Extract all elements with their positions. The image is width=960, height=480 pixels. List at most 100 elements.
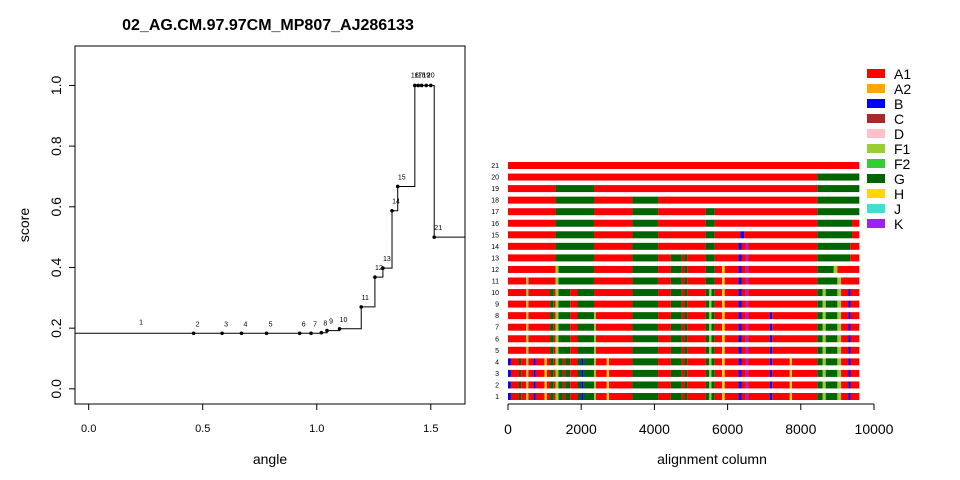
legend-swatch-f1 (867, 144, 885, 153)
legend-swatch-a2 (867, 84, 885, 93)
alignment-segment (658, 219, 706, 227)
alignment-segment (848, 300, 851, 308)
row-label: 13 (491, 255, 499, 262)
alignment-segment (594, 346, 596, 354)
alignment-segment (555, 185, 595, 193)
alignment-segment (670, 358, 682, 366)
alignment-segment (792, 369, 818, 377)
alignment-segment (738, 393, 742, 400)
alignment-segment (724, 393, 739, 400)
score-point (264, 331, 269, 336)
alignment-segment (550, 312, 554, 320)
alignment-segment (714, 358, 723, 366)
alignment-segment (687, 381, 706, 389)
alignment-segment (528, 358, 534, 366)
alignment-segment (748, 369, 770, 377)
alignment-segment (681, 369, 685, 377)
alignment-segment (817, 265, 834, 273)
alignment-segment (550, 369, 554, 377)
alignment-segment (722, 369, 725, 377)
alignment-segment (570, 346, 578, 354)
alignment-segment (684, 289, 688, 297)
score-angle-panel: 02_AG.CM.97.97CM_MP807_AJ286133 0.0 0.5 1.… (16, 17, 466, 467)
alignment-segment (745, 242, 749, 250)
alignment-segment (681, 381, 685, 389)
point-label: 4 (244, 321, 248, 328)
alignment-segment (848, 346, 851, 354)
alignment-segment (606, 369, 610, 377)
legend-swatch-b (867, 99, 885, 108)
alignment-segment (508, 312, 527, 320)
alignment-segment (684, 381, 688, 389)
alignment-segment (609, 369, 633, 377)
alignment-segment (817, 335, 823, 343)
point-label: 2 (196, 321, 200, 328)
alignment-segment (745, 346, 749, 354)
alignment-segment (528, 300, 551, 308)
alignment-segment (521, 358, 527, 366)
alignment-segment (711, 358, 715, 366)
alignment-segment (817, 208, 860, 216)
alignment-segment (772, 346, 818, 354)
alignment-segment (738, 277, 742, 285)
alignment-segment (684, 369, 688, 377)
alignment-segment (508, 242, 556, 250)
score-point (419, 83, 424, 88)
alignment-segment (632, 358, 659, 366)
alignment-segment (817, 277, 838, 285)
alignment-segment (562, 358, 566, 366)
alignment-segment (748, 393, 770, 400)
alignment-segment (822, 381, 826, 389)
score-step-series (75, 83, 465, 336)
alignment-segment (852, 231, 860, 239)
alignment-segment (594, 335, 596, 343)
alignment-segment (714, 312, 723, 320)
point-label: 21 (434, 225, 442, 232)
point-label: 7 (313, 321, 317, 328)
plot-frame (74, 45, 466, 405)
alignment-segment (681, 346, 685, 354)
alignment-segment (687, 323, 706, 331)
alignment-segment (555, 381, 559, 389)
point-label: 15 (398, 174, 406, 181)
alignment-segment (546, 381, 551, 389)
row-label: 11 (492, 279, 499, 286)
alignment-segment (658, 381, 671, 389)
alignment-segment (684, 346, 688, 354)
alignment-segment (687, 300, 706, 308)
alignment-segment (526, 323, 529, 331)
alignment-segment (581, 358, 584, 366)
alignment-segment (714, 231, 741, 239)
x-axis-label: angle (253, 451, 287, 467)
alignment-segment (553, 289, 556, 297)
alignment-segment (658, 393, 671, 400)
point-label: 8 (323, 321, 327, 328)
alignment-segment (850, 358, 860, 366)
alignment-segment (550, 393, 554, 400)
alignment-segment (594, 265, 633, 273)
alignment-segment (658, 208, 706, 216)
alignment-segment (658, 277, 671, 285)
alignment-segment (841, 277, 860, 285)
alignment-segment (714, 208, 818, 216)
row-label: 2 (495, 382, 499, 389)
alignment-segment (705, 312, 710, 320)
alignment-segment (748, 242, 818, 250)
legend-label: F1 (894, 141, 911, 157)
alignment-segment (711, 393, 715, 400)
alignment-segment (714, 346, 723, 354)
score-point (395, 184, 400, 189)
alignment-segment (714, 289, 723, 297)
alignment-segment (705, 358, 710, 366)
alignment-segment (684, 277, 688, 285)
alignment-segment (709, 358, 712, 366)
alignment-segment (850, 369, 860, 377)
alignment-segment (841, 369, 849, 377)
alignment-segment (745, 335, 749, 343)
alignment-segment (817, 381, 823, 389)
alignment-segment (570, 312, 578, 320)
alignment-segment (508, 265, 556, 273)
alignment-segment (837, 346, 842, 354)
